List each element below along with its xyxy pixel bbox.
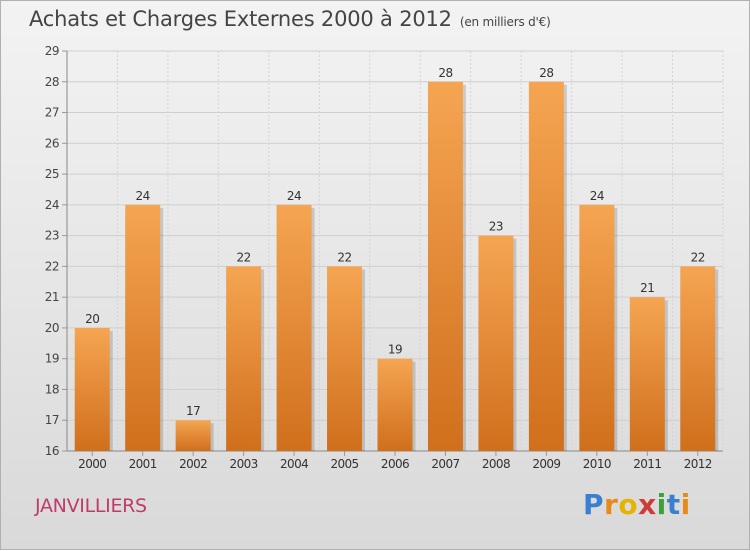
y-tick-label: 16 [45, 444, 59, 458]
y-tick-label: 23 [45, 229, 59, 243]
bar [680, 266, 716, 451]
data-label: 22 [691, 250, 705, 264]
data-label: 22 [337, 250, 351, 264]
logo-letter: o [618, 488, 639, 521]
y-tick-label: 25 [45, 167, 59, 181]
logo-letter: t [666, 488, 681, 521]
x-tick-label: 2011 [633, 457, 661, 471]
data-label: 20 [85, 312, 99, 326]
y-tick-label: 22 [45, 259, 59, 273]
bar [175, 420, 211, 451]
x-tick-label: 2012 [684, 457, 712, 471]
data-label: 19 [388, 343, 402, 357]
proxiti-logo: Proxiti [583, 488, 691, 521]
bar [226, 266, 262, 451]
bar [427, 81, 463, 452]
logo-letter: r [604, 488, 619, 521]
y-tick-label: 20 [45, 321, 59, 335]
bar [327, 266, 363, 451]
data-label: 23 [489, 220, 503, 234]
data-label: 24 [590, 189, 604, 203]
bar [276, 204, 312, 451]
y-tick-label: 26 [45, 136, 59, 150]
bar [629, 297, 665, 451]
x-tick-label: 2004 [280, 457, 308, 471]
x-tick-label: 2006 [381, 457, 409, 471]
y-tick-label: 17 [45, 413, 59, 427]
logo-letter: i [680, 488, 691, 521]
data-label: 17 [186, 404, 200, 418]
town-name: JANVILLIERS [35, 495, 147, 517]
x-tick-label: 2009 [532, 457, 560, 471]
y-tick-label: 28 [45, 75, 59, 89]
bar [478, 235, 514, 451]
x-tick-label: 2001 [129, 457, 157, 471]
bar [377, 358, 413, 451]
x-tick-label: 2002 [179, 457, 207, 471]
x-tick-label: 2008 [482, 457, 510, 471]
bars [74, 81, 719, 452]
y-tick-label: 29 [45, 44, 59, 58]
data-labels: 20 24 17 22 24 22 19 28 23 28 24 21 22 [85, 66, 705, 418]
x-tick-label: 2003 [230, 457, 258, 471]
logo-letter: i [656, 488, 667, 521]
data-label: 24 [287, 189, 301, 203]
data-label: 21 [640, 281, 654, 295]
logo-letter: P [583, 488, 605, 521]
bar [74, 327, 110, 451]
bar [528, 81, 564, 452]
x-tick-label: 2007 [431, 457, 459, 471]
x-tick-label: 2000 [78, 457, 106, 471]
bar [125, 204, 161, 451]
logo-letter: x [638, 488, 657, 521]
chart-title-text: Achats et Charges Externes 2000 à 2012 [29, 7, 452, 31]
y-tick-label: 27 [45, 106, 59, 120]
x-tick-label: 2005 [330, 457, 358, 471]
chart-subtitle: (en milliers d'€) [459, 15, 551, 29]
x-tick-label: 2010 [583, 457, 611, 471]
y-tick-label: 19 [45, 352, 59, 366]
data-label: 22 [236, 250, 250, 264]
data-label: 28 [438, 66, 452, 80]
y-tick-label: 21 [45, 290, 59, 304]
bar [579, 204, 615, 451]
data-label: 24 [136, 189, 150, 203]
axes: 16 17 18 19 20 21 22 23 24 25 26 27 28 29 2000 2001 2002… [45, 44, 723, 471]
y-tick-label: 18 [45, 382, 59, 396]
y-tick-label: 24 [45, 198, 59, 212]
data-label: 28 [539, 66, 553, 80]
chart-title: Achats et Charges Externes 2000 à 2012 (e… [29, 7, 551, 31]
